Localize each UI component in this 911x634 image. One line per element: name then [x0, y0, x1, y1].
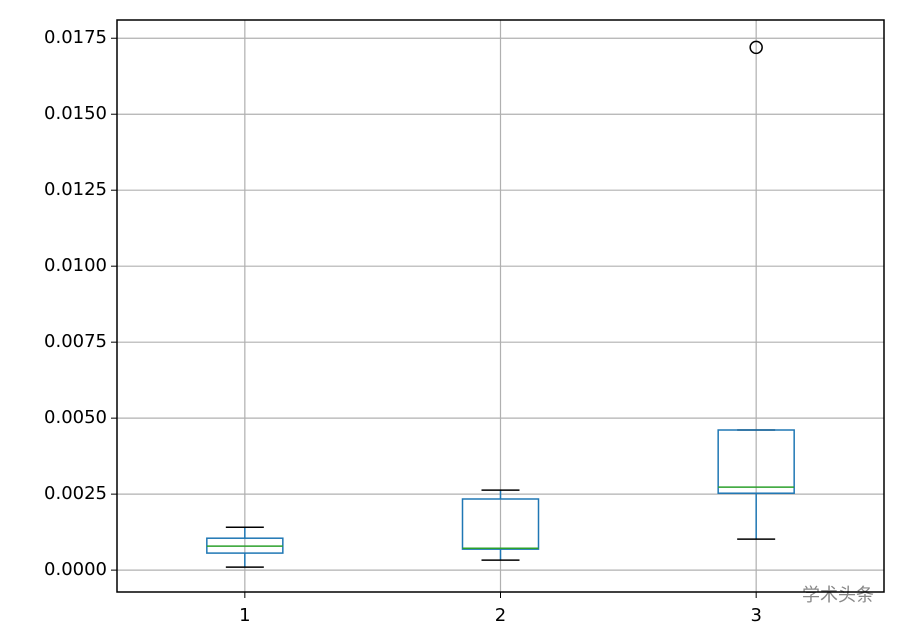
y-tick-label: 0.0175 — [44, 27, 107, 48]
watermark: 学术头条 — [802, 585, 874, 606]
y-tick-label: 0.0075 — [44, 331, 107, 352]
plot-frame — [116, 19, 885, 593]
x-tick-label: 1 — [239, 605, 250, 626]
y-tick-label: 0.0125 — [44, 179, 107, 200]
box — [461, 498, 540, 550]
y-tick-label: 0.0150 — [44, 103, 107, 124]
box — [717, 429, 795, 494]
y-tick-label: 0.0000 — [44, 559, 107, 580]
y-tick-label: 0.0050 — [44, 407, 107, 428]
x-tick-label: 3 — [750, 605, 761, 626]
x-tick-label: 2 — [495, 605, 506, 626]
y-tick-label: 0.0100 — [44, 255, 107, 276]
y-tick-label: 0.0025 — [44, 483, 107, 504]
flier — [749, 40, 763, 55]
